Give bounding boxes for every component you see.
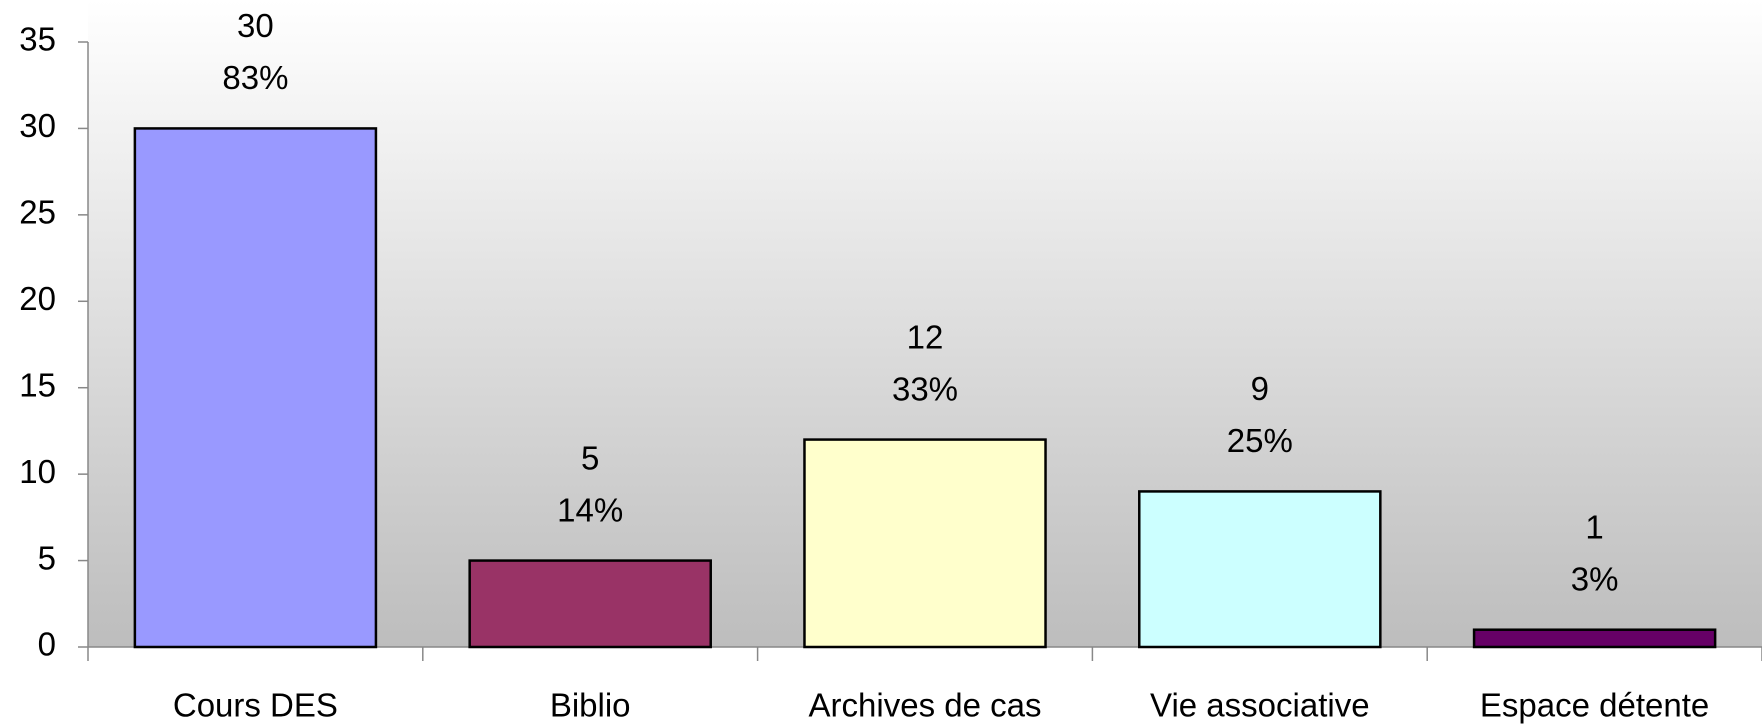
value-label: 1 — [1585, 508, 1603, 545]
x-tick-label: Archives de cas — [809, 687, 1042, 724]
y-tick-label: 30 — [19, 107, 56, 144]
value-label: 5 — [581, 439, 599, 476]
bar — [468, 559, 712, 649]
percent-label: 3% — [1571, 560, 1619, 597]
y-tick-label: 35 — [19, 21, 56, 58]
y-tick-label: 5 — [38, 539, 56, 576]
percent-label: 25% — [1227, 422, 1293, 459]
percent-label: 14% — [557, 491, 623, 528]
percent-label: 83% — [222, 59, 288, 96]
bar — [1138, 490, 1382, 649]
x-tick-label: Biblio — [550, 687, 631, 724]
x-tick-label: Espace détente — [1480, 687, 1709, 724]
x-tick-label: Vie associative — [1150, 687, 1370, 724]
y-tick-label: 15 — [19, 366, 56, 403]
bar — [803, 438, 1047, 649]
percent-label: 33% — [892, 370, 958, 407]
y-tick-label: 20 — [19, 280, 56, 317]
y-tick-label: 10 — [19, 453, 56, 490]
bar — [1472, 628, 1717, 649]
bar — [133, 127, 378, 649]
y-tick-label: 0 — [38, 626, 56, 663]
value-label: 12 — [907, 318, 944, 355]
y-tick-label: 25 — [19, 194, 56, 231]
value-label: 9 — [1251, 370, 1269, 407]
value-label: 30 — [237, 7, 274, 44]
x-tick-label: Cours DES — [173, 687, 338, 724]
